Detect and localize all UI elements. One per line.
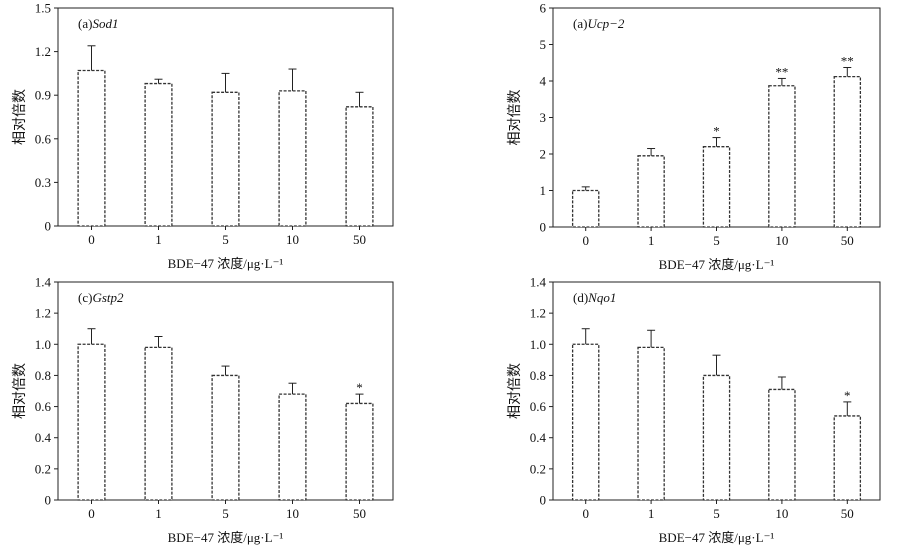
bar xyxy=(278,90,307,227)
x-tick-label: 0 xyxy=(582,233,589,248)
bar xyxy=(637,155,665,228)
y-axis-label: 相对倍数 xyxy=(507,90,523,146)
y-tick-label: 1.4 xyxy=(530,275,547,290)
chart-panel-1: 0 1 2 3 4 5 6 0 1 5 * 10 ** 50 ** (a)Ucp−2 相对倍数 BDE−47 浓度… xyxy=(507,1,881,272)
x-tick-label: 10 xyxy=(286,506,299,521)
y-tick-label: 1.2 xyxy=(35,306,51,321)
x-tick-label: 50 xyxy=(841,506,854,521)
bar xyxy=(637,346,665,501)
y-tick-label: 2 xyxy=(540,147,547,162)
bar xyxy=(278,393,307,501)
x-tick-label: 10 xyxy=(775,506,788,521)
y-tick-label: 0.2 xyxy=(35,461,51,476)
y-tick-label: 0 xyxy=(540,493,547,508)
x-tick-label: 1 xyxy=(155,506,162,521)
y-tick-label: 0.6 xyxy=(530,399,547,414)
y-tick-label: 1.2 xyxy=(35,44,51,59)
y-tick-label: 0.3 xyxy=(35,175,51,190)
y-tick-label: 0.8 xyxy=(530,368,546,383)
bar xyxy=(833,75,862,228)
y-tick-label: 0 xyxy=(540,220,547,235)
x-tick-label: 0 xyxy=(88,232,95,247)
bar xyxy=(144,346,173,501)
y-tick-label: 4 xyxy=(540,74,547,89)
y-axis-label: 相对倍数 xyxy=(12,363,28,419)
bar xyxy=(345,106,374,227)
panel-title: (a)Sod1 xyxy=(78,16,118,31)
bar xyxy=(768,388,796,501)
x-tick-label: 0 xyxy=(88,506,95,521)
chart-panel-2: 0 0.2 0.4 0.6 0.8 1.0 1.2 1.4 0 1 5 10 50 * (c)Gstp2 相对… xyxy=(12,275,394,545)
bar xyxy=(211,91,240,227)
bar xyxy=(702,146,731,228)
x-tick-label: 1 xyxy=(648,233,655,248)
bar xyxy=(77,69,106,227)
y-tick-label: 6 xyxy=(540,1,547,16)
x-tick-label: 10 xyxy=(775,233,788,248)
gene-name: Ucp−2 xyxy=(587,16,624,31)
panel-title: (a)Ucp−2 xyxy=(573,16,625,31)
gene-name: Gstp2 xyxy=(92,290,124,305)
x-tick-label: 50 xyxy=(353,232,366,247)
significance-mark: * xyxy=(844,388,851,403)
x-tick-label: 0 xyxy=(582,506,589,521)
bar xyxy=(77,343,106,501)
bar xyxy=(345,402,374,501)
x-tick-label: 1 xyxy=(155,232,162,247)
panel-title: (c)Gstp2 xyxy=(78,290,124,305)
bar xyxy=(571,189,600,228)
panel-title: (d)Nqo1 xyxy=(573,290,616,305)
panel-letter: (a) xyxy=(78,16,92,31)
y-tick-label: 0.6 xyxy=(35,131,52,146)
bar xyxy=(571,343,600,501)
y-tick-label: 3 xyxy=(540,110,547,125)
x-tick-label: 5 xyxy=(222,232,229,247)
x-tick-label: 10 xyxy=(286,232,299,247)
chart-panel-0: 0 0.3 0.6 0.9 1.2 1.5 0 1 5 10 50 (a)Sod1 相对倍数 BDE−47… xyxy=(12,1,394,271)
x-tick-label: 50 xyxy=(353,506,366,521)
y-tick-label: 1.0 xyxy=(35,337,51,352)
y-tick-label: 0.6 xyxy=(35,399,52,414)
x-axis-label: BDE−47 浓度/μg·L⁻¹ xyxy=(659,530,775,545)
x-tick-label: 5 xyxy=(713,506,720,521)
bar xyxy=(702,374,731,501)
significance-mark: ** xyxy=(775,64,788,79)
chart-panel-3: 0 0.2 0.4 0.6 0.8 1.0 1.2 1.4 0 1 5 10 50 * (d)Nqo1 相对倍… xyxy=(507,275,881,545)
y-tick-label: 1.0 xyxy=(530,337,546,352)
bar xyxy=(211,374,240,501)
x-axis-label: BDE−47 浓度/μg·L⁻¹ xyxy=(168,530,284,545)
significance-mark: * xyxy=(713,124,720,139)
gene-name: Nqo1 xyxy=(587,290,616,305)
y-tick-label: 0 xyxy=(45,219,52,234)
y-tick-label: 5 xyxy=(540,37,547,52)
y-tick-label: 0 xyxy=(45,493,52,508)
gene-name: Sod1 xyxy=(92,16,118,31)
x-axis-label: BDE−47 浓度/μg·L⁻¹ xyxy=(659,257,775,272)
x-tick-label: 5 xyxy=(713,233,720,248)
x-axis-label: BDE−47 浓度/μg·L⁻¹ xyxy=(168,256,284,271)
panel-letter: (d) xyxy=(573,290,588,305)
significance-mark: ** xyxy=(841,53,854,68)
y-tick-label: 1 xyxy=(540,183,547,198)
panel-letter: (c) xyxy=(78,290,92,305)
y-tick-label: 1.5 xyxy=(35,1,51,16)
x-tick-label: 50 xyxy=(841,233,854,248)
y-tick-label: 0.9 xyxy=(35,88,51,103)
y-tick-label: 1.4 xyxy=(35,275,52,290)
y-tick-label: 0.8 xyxy=(35,368,51,383)
y-tick-label: 0.4 xyxy=(530,430,547,445)
significance-mark: * xyxy=(356,380,363,395)
y-axis-label: 相对倍数 xyxy=(12,89,28,145)
y-tick-label: 1.2 xyxy=(530,306,546,321)
panel-letter: (a) xyxy=(573,16,587,31)
bar xyxy=(144,82,173,227)
y-tick-label: 0.4 xyxy=(35,430,52,445)
x-tick-label: 1 xyxy=(648,506,655,521)
bar xyxy=(833,415,862,501)
y-axis-label: 相对倍数 xyxy=(507,363,523,419)
y-tick-label: 0.2 xyxy=(530,461,546,476)
bar xyxy=(768,85,796,228)
x-tick-label: 5 xyxy=(222,506,229,521)
